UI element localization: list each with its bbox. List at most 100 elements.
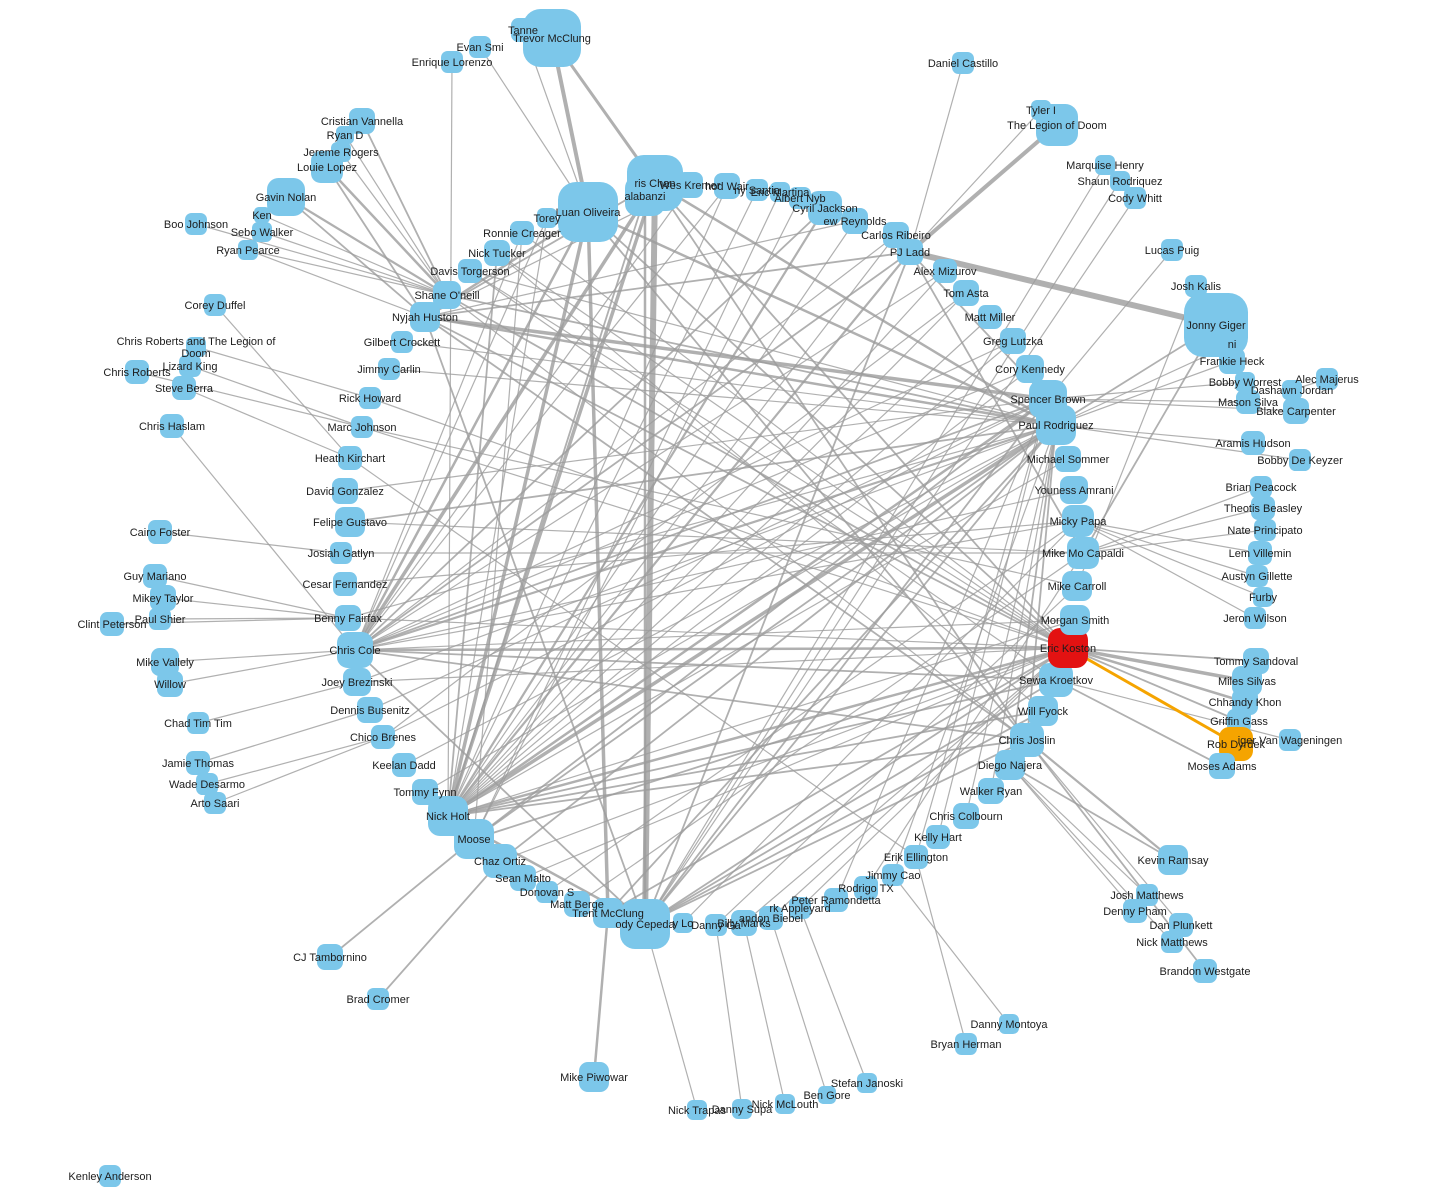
node-bobby-de-keyzer[interactable]: [1289, 449, 1311, 471]
node-kevin-ramsay[interactable]: [1158, 845, 1188, 875]
node-peter-ramondetta[interactable]: [824, 888, 848, 912]
node-willow[interactable]: [157, 671, 183, 697]
node-tanne[interactable]: [511, 18, 535, 42]
node-y-lo[interactable]: [673, 913, 693, 933]
node-shane-o-neill[interactable]: [433, 281, 461, 309]
node-davis-torgerson[interactable]: [458, 259, 482, 283]
node-frankie-heck[interactable]: [1219, 348, 1245, 374]
node-austyn-gillette[interactable]: [1246, 565, 1268, 587]
node-furby[interactable]: [1253, 587, 1273, 607]
node-ny-santia[interactable]: [746, 179, 768, 201]
node-nick-mclouth[interactable]: [775, 1094, 795, 1114]
node-jeron-wilson[interactable]: [1244, 607, 1266, 629]
node-chris-colbourn[interactable]: [953, 803, 979, 829]
node-danny-montoya[interactable]: [999, 1014, 1019, 1034]
node-chris-cole[interactable]: [337, 632, 373, 668]
node-boo-johnson[interactable]: [185, 213, 207, 235]
node-albert-nyb[interactable]: [789, 187, 811, 209]
node-andon-biebel[interactable]: [759, 906, 783, 930]
node-rob-dyrdek[interactable]: [1219, 727, 1253, 761]
node-spencer-brown[interactable]: [1029, 380, 1067, 418]
node-chris-haslam[interactable]: [160, 414, 184, 438]
node-denny-pham[interactable]: [1123, 899, 1147, 923]
node-matt-berge[interactable]: [564, 891, 590, 917]
node-lizard-king[interactable]: [179, 355, 201, 377]
node-joey-brezinski[interactable]: [343, 668, 371, 696]
node-sewa-kroetkov[interactable]: [1039, 663, 1073, 697]
node-kelly-hart[interactable]: [926, 825, 950, 849]
node-danny-ga[interactable]: [705, 914, 727, 936]
node-marquise-henry[interactable]: [1095, 155, 1115, 175]
node-jamie-thomas[interactable]: [186, 751, 210, 775]
node-chhandy-khon[interactable]: [1232, 689, 1258, 715]
node-sebo-walker[interactable]: [252, 222, 272, 242]
node-trent-mcclung[interactable]: [593, 898, 623, 928]
node-ew-reynolds[interactable]: [842, 208, 868, 234]
node-brandon-westgate[interactable]: [1193, 959, 1217, 983]
node-cory-kennedy[interactable]: [1016, 355, 1044, 383]
node-hod-wair[interactable]: [714, 173, 740, 199]
node-gavin-nolan[interactable]: [267, 178, 305, 216]
node-sean-malto[interactable]: [510, 865, 536, 891]
node-benny-fairfax[interactable]: [335, 605, 361, 631]
node-dashawn-jordan[interactable]: [1282, 380, 1302, 400]
node-miles-silvas[interactable]: [1232, 666, 1262, 696]
node-ryan-pearce[interactable]: [238, 240, 258, 260]
node-eric-martina[interactable]: [770, 182, 790, 202]
node-josh-kalis[interactable]: [1185, 275, 1207, 297]
node-keelan-dadd[interactable]: [392, 753, 416, 777]
node-nick-trapas[interactable]: [687, 1100, 707, 1120]
node-nyjah-huston[interactable]: [410, 302, 440, 332]
node-enrique-lorenzo[interactable]: [441, 51, 463, 73]
node-mike-vallely[interactable]: [151, 648, 179, 676]
node-mason-silva[interactable]: [1236, 390, 1260, 414]
node-mike-piwowar[interactable]: [579, 1062, 609, 1092]
node-arto-saari[interactable]: [204, 792, 226, 814]
node-evan-smi[interactable]: [469, 36, 491, 58]
node-corey-duffel[interactable]: [204, 294, 226, 316]
node-tommy-fynn[interactable]: [412, 779, 438, 805]
node-carlos-ribeiro[interactable]: [883, 222, 909, 248]
node-cyril-jackson[interactable]: [808, 191, 842, 225]
node-chris-roberts[interactable]: [125, 360, 149, 384]
node-nate-principato[interactable]: [1254, 519, 1276, 541]
node-iger-van-wageningen[interactable]: [1279, 729, 1301, 751]
node-cody-whitt[interactable]: [1124, 187, 1146, 209]
node-chris-roberts-and-the-legion-of-doom[interactable]: [186, 337, 206, 357]
node-alec-majerus[interactable]: [1316, 368, 1338, 390]
node-walker-ryan[interactable]: [978, 778, 1004, 804]
node-rodrigo-tx[interactable]: [854, 876, 878, 900]
node-steve-berra[interactable]: [172, 376, 196, 400]
node-matt-miller[interactable]: [978, 305, 1002, 329]
node-clint-peterson[interactable]: [100, 612, 124, 636]
node-donovan-s[interactable]: [536, 881, 558, 903]
node-cesar-fernandez[interactable]: [333, 572, 357, 596]
node-felipe-gustavo[interactable]: [335, 507, 365, 537]
node-michael-sommer[interactable]: [1055, 446, 1081, 472]
node-mike-mo-capaldi[interactable]: [1067, 537, 1099, 569]
node-ken[interactable]: [254, 207, 270, 223]
node-eric-koston[interactable]: [1048, 628, 1088, 668]
node-billy-marks[interactable]: [731, 910, 757, 936]
node-guy-mariano[interactable]: [143, 564, 167, 588]
node-paul-shier[interactable]: [149, 608, 171, 630]
node-ryan-d[interactable]: [336, 126, 354, 144]
node-nick-matthews[interactable]: [1161, 931, 1183, 953]
node-alabanzi[interactable]: [625, 176, 665, 216]
node-greg-lutzka[interactable]: [1000, 328, 1026, 354]
node-jimmy-carlin[interactable]: [378, 358, 400, 380]
node-heath-kirchart[interactable]: [338, 446, 362, 470]
node-jimmy-cao[interactable]: [882, 864, 904, 886]
node-alex-mizurov[interactable]: [933, 259, 957, 283]
node-chad-tim-tim[interactable]: [187, 712, 209, 734]
node-diego-najera[interactable]: [995, 750, 1025, 780]
node-wade-desarmo[interactable]: [196, 773, 218, 795]
node-erik-ellington[interactable]: [904, 845, 928, 869]
node-marc-johnson[interactable]: [351, 416, 373, 438]
node-stefan-janoski[interactable]: [857, 1073, 877, 1093]
node-bobby-worrest[interactable]: [1235, 372, 1255, 392]
node-cristian-vannella[interactable]: [349, 108, 375, 134]
node-blake-carpenter[interactable]: [1283, 398, 1309, 424]
node-mike-carroll[interactable]: [1062, 571, 1092, 601]
